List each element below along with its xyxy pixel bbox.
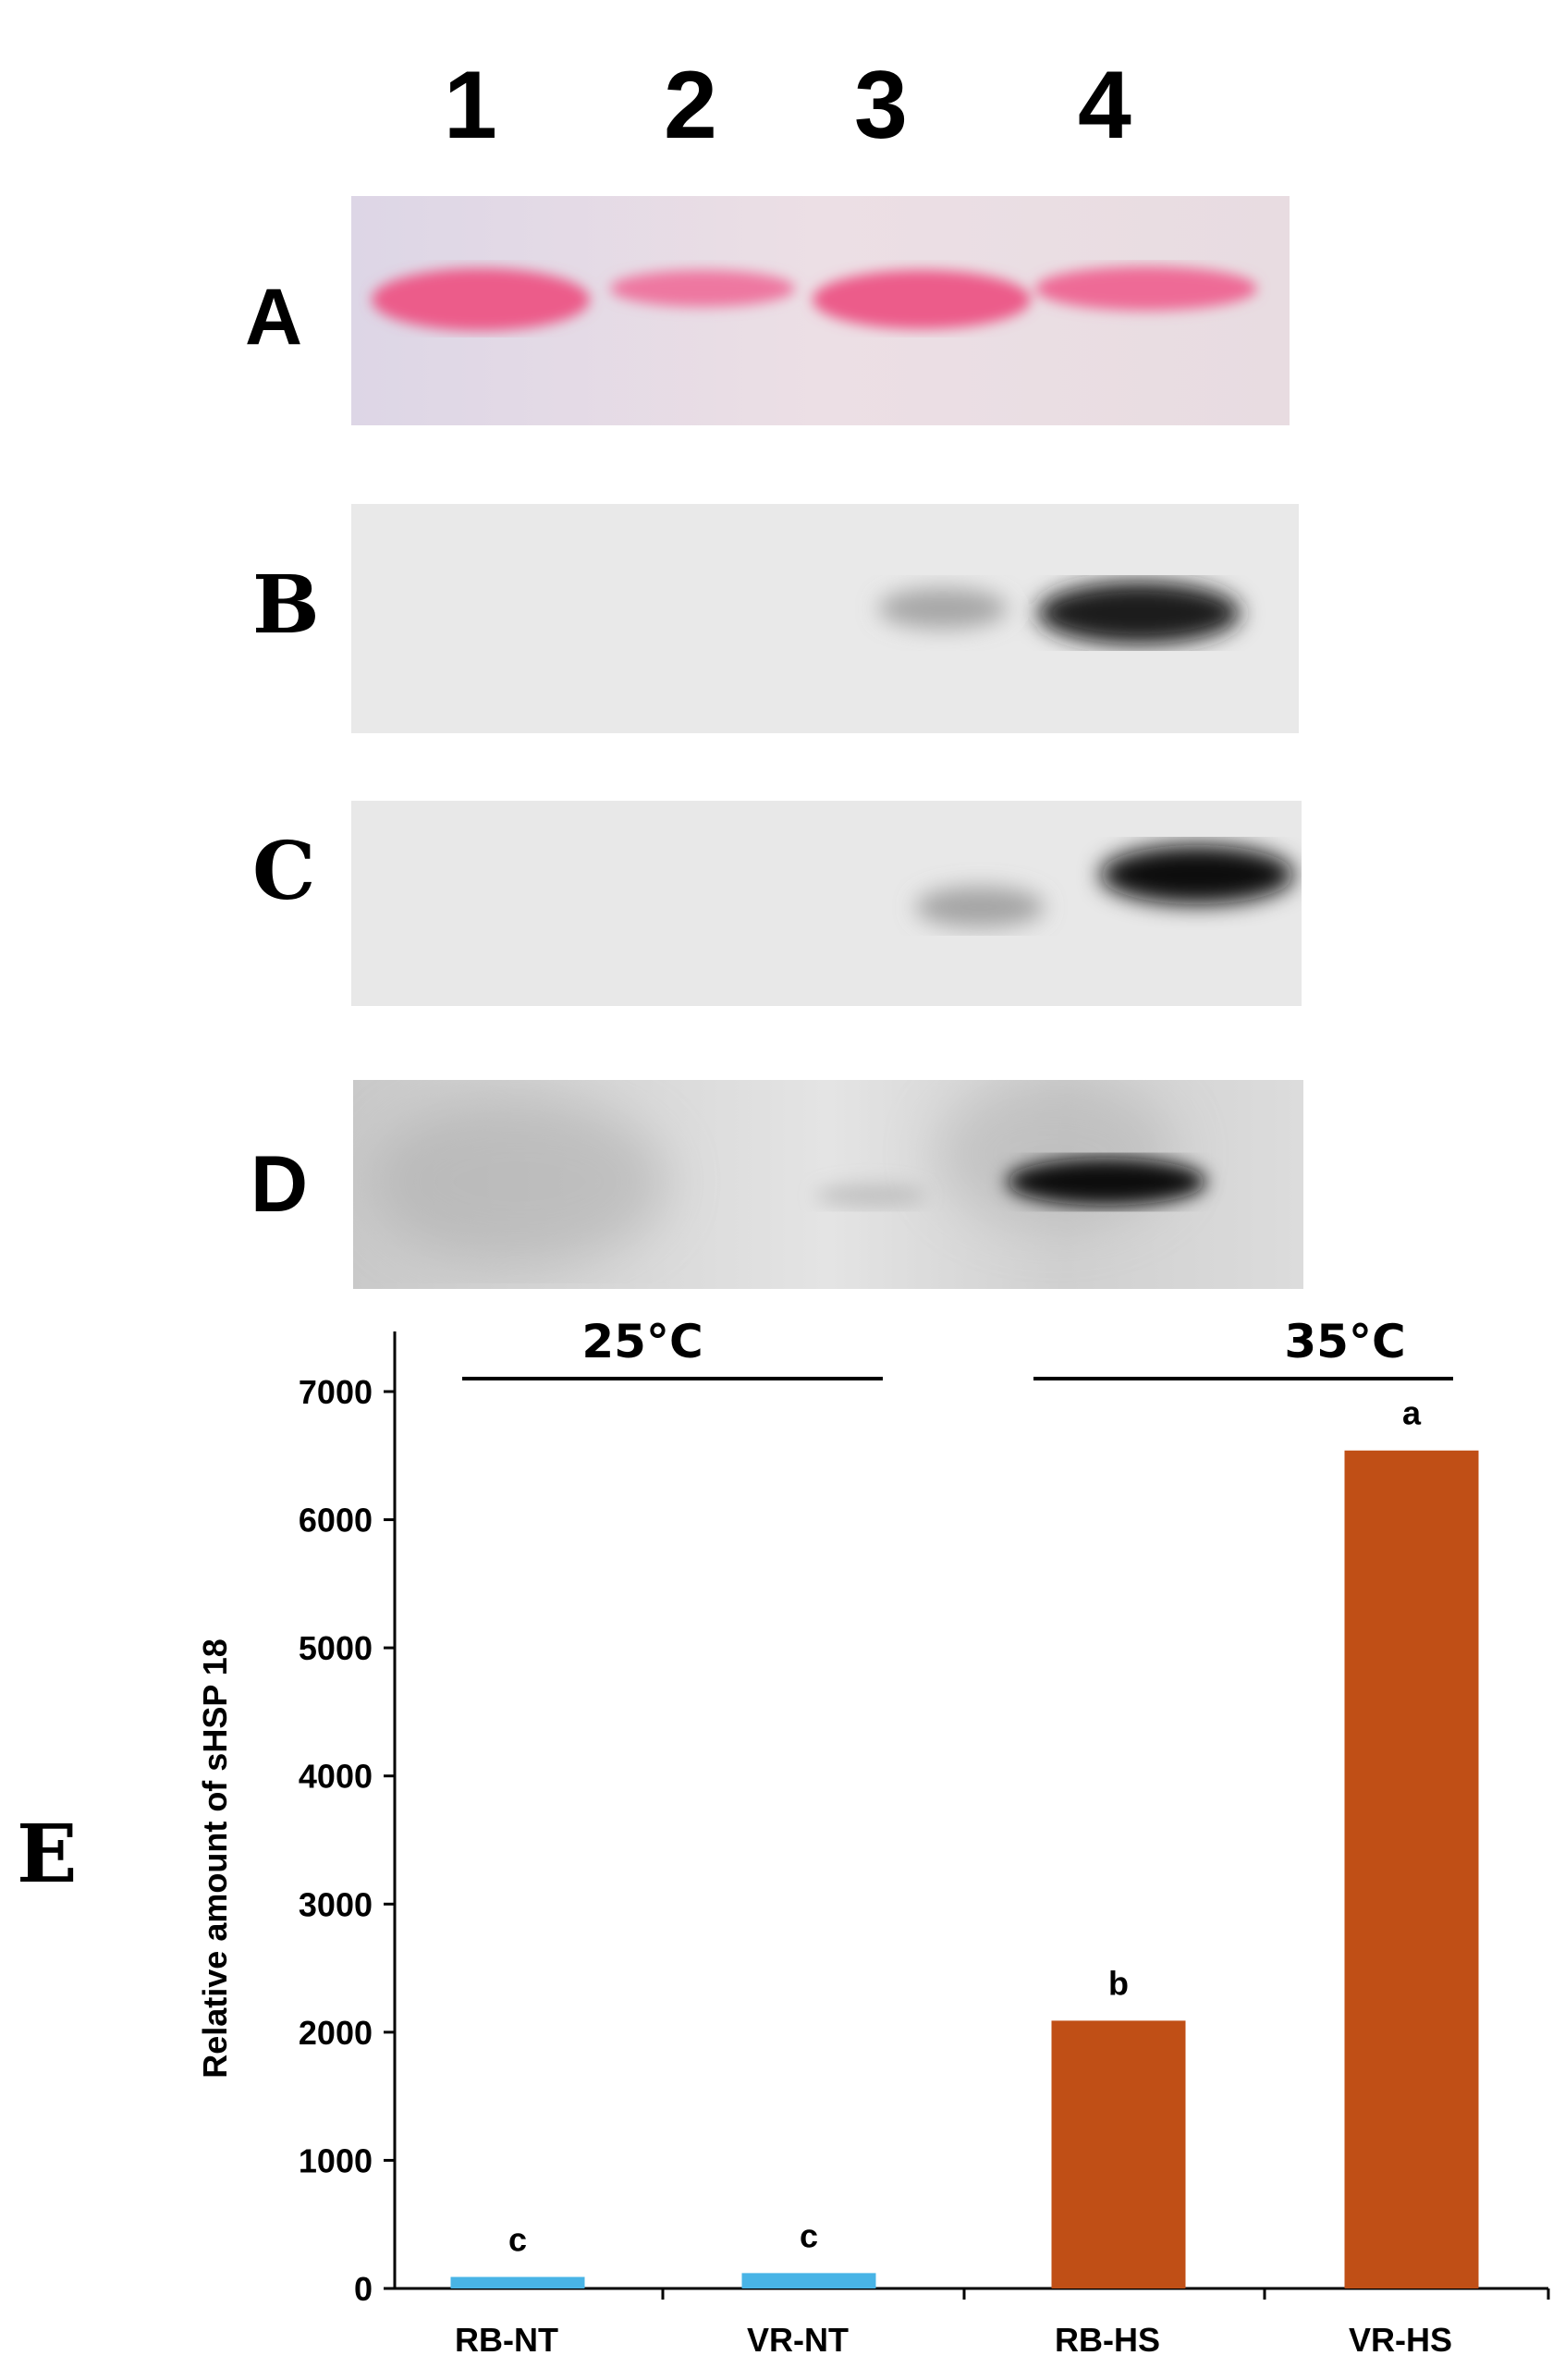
y-tick-label-5: 5000 (299, 1629, 373, 1667)
lane-number-1: 1 (444, 52, 497, 159)
western-blot-c (351, 801, 1302, 1006)
y-tick-label-4: 4000 (299, 1758, 373, 1796)
significance-label-1: c (800, 2216, 818, 2254)
band-a-lane-2 (610, 270, 795, 307)
group-label-0: 25°C (581, 1315, 703, 1368)
y-tick-label-6: 6000 (299, 1502, 373, 1540)
ponceau-stain-blot (351, 196, 1290, 425)
bar-vr-hs (1344, 1450, 1479, 2288)
bar-vr-nt (741, 2273, 876, 2288)
western-blot-b (351, 504, 1299, 733)
panel-letter-c: C (252, 825, 316, 918)
x-tick-label-3: VR-HS (1349, 2321, 1452, 2359)
band-a-lane-4 (1035, 266, 1257, 311)
y-tick-label-2: 2000 (299, 2014, 373, 2052)
y-tick-label-3: 3000 (299, 1885, 373, 1923)
y-tick-label-0: 0 (354, 2270, 373, 2308)
lane-number-2: 2 (664, 52, 717, 159)
band-c-lane-3 (915, 887, 1045, 927)
bar-rb-nt (450, 2276, 585, 2288)
band-d-lane-4 (1007, 1158, 1206, 1206)
bar-rb-hs (1051, 2020, 1186, 2288)
x-tick-label-1: VR-NT (747, 2321, 849, 2359)
significance-label-3: a (1402, 1394, 1422, 1432)
panel-letter-d: D (251, 1140, 309, 1229)
y-tick-label-1: 1000 (299, 2141, 373, 2179)
band-a-lane-3 (813, 270, 1031, 329)
x-tick-label-2: RB-HS (1055, 2321, 1160, 2359)
panel-letter-a: A (245, 273, 303, 362)
lane-number-3: 3 (854, 52, 908, 159)
shsp18-bar-chart: 0 1000 2000 3000 4000 5000 6000 7000 c RB-NT c VR-N… (196, 1315, 1550, 2359)
x-tick-label-0: RB-NT (455, 2321, 558, 2359)
band-d-lane-3 (815, 1184, 926, 1207)
western-blot-d (353, 1080, 1303, 1289)
panel-letter-b: B (252, 558, 320, 652)
y-tick-label-7: 7000 (299, 1373, 373, 1411)
lane-number-4: 4 (1078, 52, 1131, 159)
band-b-lane-4 (1037, 582, 1241, 644)
significance-label-2: b (1108, 1964, 1129, 2002)
significance-label-0: c (508, 2221, 527, 2259)
group-label-1: 35°C (1284, 1315, 1405, 1368)
band-c-lane-4 (1100, 845, 1294, 904)
band-b-lane-3 (878, 588, 1008, 629)
band-a-lane-1 (372, 268, 590, 331)
y-axis-title: Relative amount of sHSP 18 (196, 1638, 234, 2079)
panel-letter-e: E (17, 1808, 78, 1901)
